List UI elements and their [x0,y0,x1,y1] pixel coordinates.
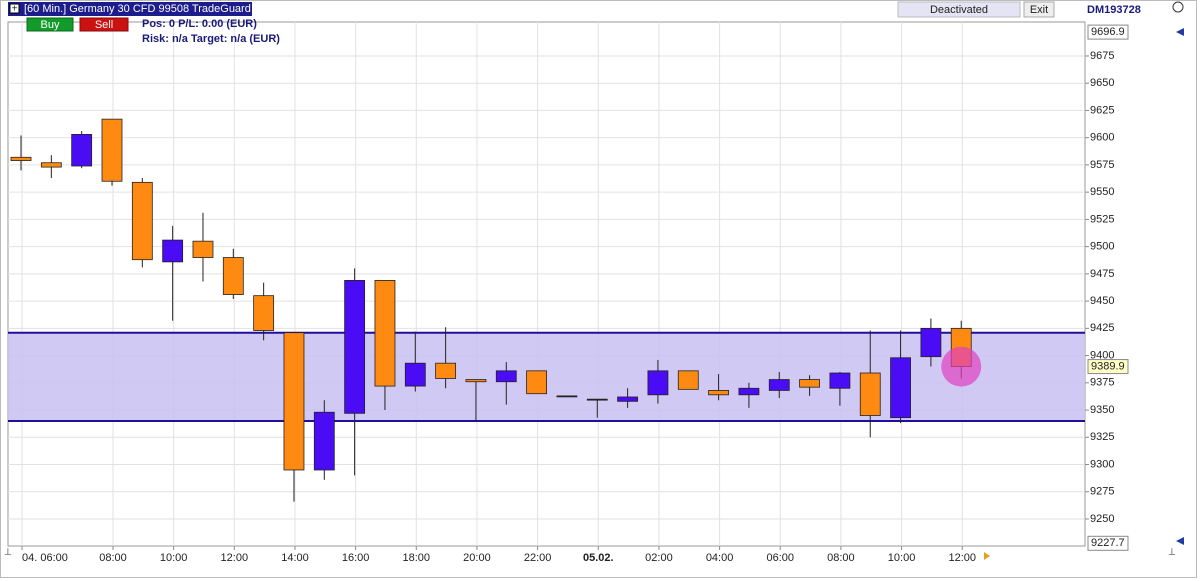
x-tick-label: 12:00 [221,552,249,564]
candle-body [222,257,244,295]
scroll-up-arrow[interactable] [1176,28,1184,36]
x-tick-label: 04:00 [706,552,734,564]
x-tick-label: 16:00 [342,552,370,564]
x-tick-label: 08:00 [99,552,127,564]
plot-area [7,21,1086,547]
current-price-highlight [941,346,982,387]
x-tick-label: 20:00 [463,552,491,564]
x-tick-label: 06:00 [766,552,794,564]
axis-end-label: 9227.7 [1091,537,1125,549]
settings-icon[interactable] [1172,1,1184,13]
candle-body [617,396,638,402]
axis-end-box [1087,535,1129,551]
candle-body [556,395,578,398]
exit-button[interactable] [1023,1,1055,18]
account-id: DM193728 [1087,4,1141,16]
y-tick-label: 9475 [1090,268,1114,280]
time-marker [984,552,990,560]
y-tick-label: 9525 [1090,213,1114,225]
chart-title: [60 Min.] Germany 30 CFD 99508 TradeGuar… [24,3,251,15]
candle-body [313,411,335,471]
x-tick-label: 18:00 [403,552,431,564]
candle-body [829,372,851,389]
status-box[interactable] [897,1,1021,18]
pin-icon[interactable]: ⊥ [4,546,12,556]
x-tick-label: 05.02. [583,552,614,564]
pin-icon[interactable]: ⊥ [1168,546,1176,556]
y-tick-label: 9325 [1090,431,1114,443]
x-tick-label: 10:00 [160,552,188,564]
candle-body [799,379,820,388]
sell-label: Sell [95,19,113,31]
x-tick-label: 14:00 [281,552,309,564]
y-tick-label: 9375 [1090,377,1114,389]
y-tick-label: 9550 [1090,186,1114,198]
buy-label: Buy [41,19,60,31]
position-info: Pos: 0 P/L: 0.00 (EUR) [142,18,257,30]
x-tick-label: 10:00 [888,552,916,564]
last-price-label: 9389.9 [1091,360,1125,372]
y-tick-label: 9600 [1090,132,1114,144]
candle-body [677,370,699,390]
y-tick-label: 9275 [1090,486,1114,498]
last-price-box [1087,359,1129,375]
candle-body [890,357,911,419]
candle-body [920,327,942,358]
y-tick-label: 9625 [1090,104,1114,116]
candle-body [647,370,669,396]
candle-body [374,280,396,387]
x-tick-label: 08:00 [827,552,855,564]
candle-body [495,370,517,383]
y-tick-label: 9300 [1090,458,1114,470]
expand-icon[interactable] [9,3,20,14]
y-tick-label: 9425 [1090,322,1114,334]
candle-body [344,280,366,414]
sell-button[interactable] [79,17,129,32]
buy-button[interactable] [26,17,74,32]
y-tick-label: 9675 [1090,50,1114,62]
candle-body [526,370,548,395]
candle-body [768,379,790,391]
y-tick-label: 9350 [1090,404,1114,416]
x-tick-label: 02:00 [645,552,673,564]
candle-body [404,362,426,387]
x-tick-label: 12:00 [948,552,976,564]
candle-body [253,295,275,331]
candle-body [131,181,153,261]
candle-body [738,387,760,396]
candle-body [435,362,457,379]
y-tick-label: 9650 [1090,77,1114,89]
candle-body [192,240,214,258]
candle-body [162,239,184,263]
candle-body [71,134,93,167]
candle-body [10,156,32,161]
y-tick-label: 9400 [1090,349,1114,361]
x-tick-label: 04. 06:00 [22,552,68,564]
y-tick-label: 9250 [1090,513,1114,525]
status-label: Deactivated [930,4,988,16]
y-tick-label: 9575 [1090,159,1114,171]
scroll-down-arrow[interactable] [1176,537,1184,545]
axis-end-label: 9696.9 [1091,26,1125,38]
candle-body [40,162,62,168]
candle-body [586,398,608,401]
candle-body [283,332,305,471]
title-bar[interactable] [8,2,252,16]
candle-body [465,379,487,383]
candle-body [708,390,729,396]
candle-body [859,372,881,416]
x-tick-label: 22:00 [524,552,552,564]
y-tick-label: 9450 [1090,295,1114,307]
expand-icon-glyph: + [12,4,18,15]
axis-end-box [1087,24,1129,40]
exit-label: Exit [1030,4,1048,16]
candle-body [101,118,123,182]
risk-info: Risk: n/a Target: n/a (EUR) [142,33,280,45]
y-tick-label: 9500 [1090,241,1114,253]
